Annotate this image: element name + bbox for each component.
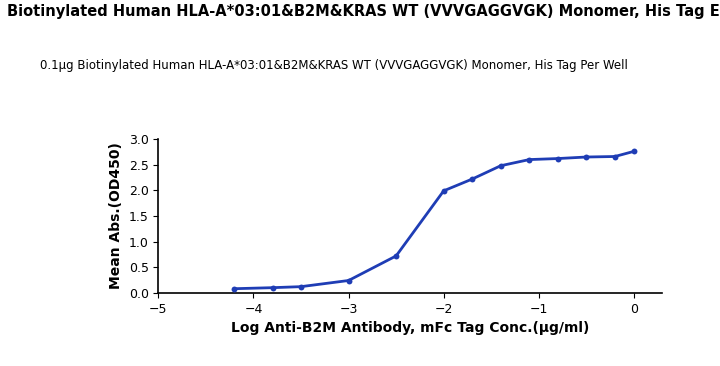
Point	[467, 176, 478, 182]
Point	[628, 149, 639, 154]
Point	[552, 156, 564, 161]
Point	[523, 157, 535, 163]
Point	[266, 285, 278, 291]
Point	[343, 277, 354, 283]
Point	[438, 188, 449, 194]
X-axis label: Log Anti-B2M Antibody, mFc Tag Conc.(μg/ml): Log Anti-B2M Antibody, mFc Tag Conc.(μg/…	[231, 321, 590, 335]
Point	[495, 163, 506, 169]
Point	[390, 253, 402, 259]
Point	[609, 154, 621, 160]
Y-axis label: Mean Abs.(OD450): Mean Abs.(OD450)	[109, 142, 123, 290]
Point	[580, 154, 592, 160]
Text: Biotinylated Human HLA-A*03:01&B2M&KRAS WT (VVVGAGGVGK) Monomer, His Tag ELISA: Biotinylated Human HLA-A*03:01&B2M&KRAS …	[7, 4, 720, 19]
Point	[229, 286, 240, 292]
Text: 0.1μg Biotinylated Human HLA-A*03:01&B2M&KRAS WT (VVVGAGGVGK) Monomer, His Tag P: 0.1μg Biotinylated Human HLA-A*03:01&B2M…	[40, 59, 627, 72]
Point	[295, 284, 307, 290]
